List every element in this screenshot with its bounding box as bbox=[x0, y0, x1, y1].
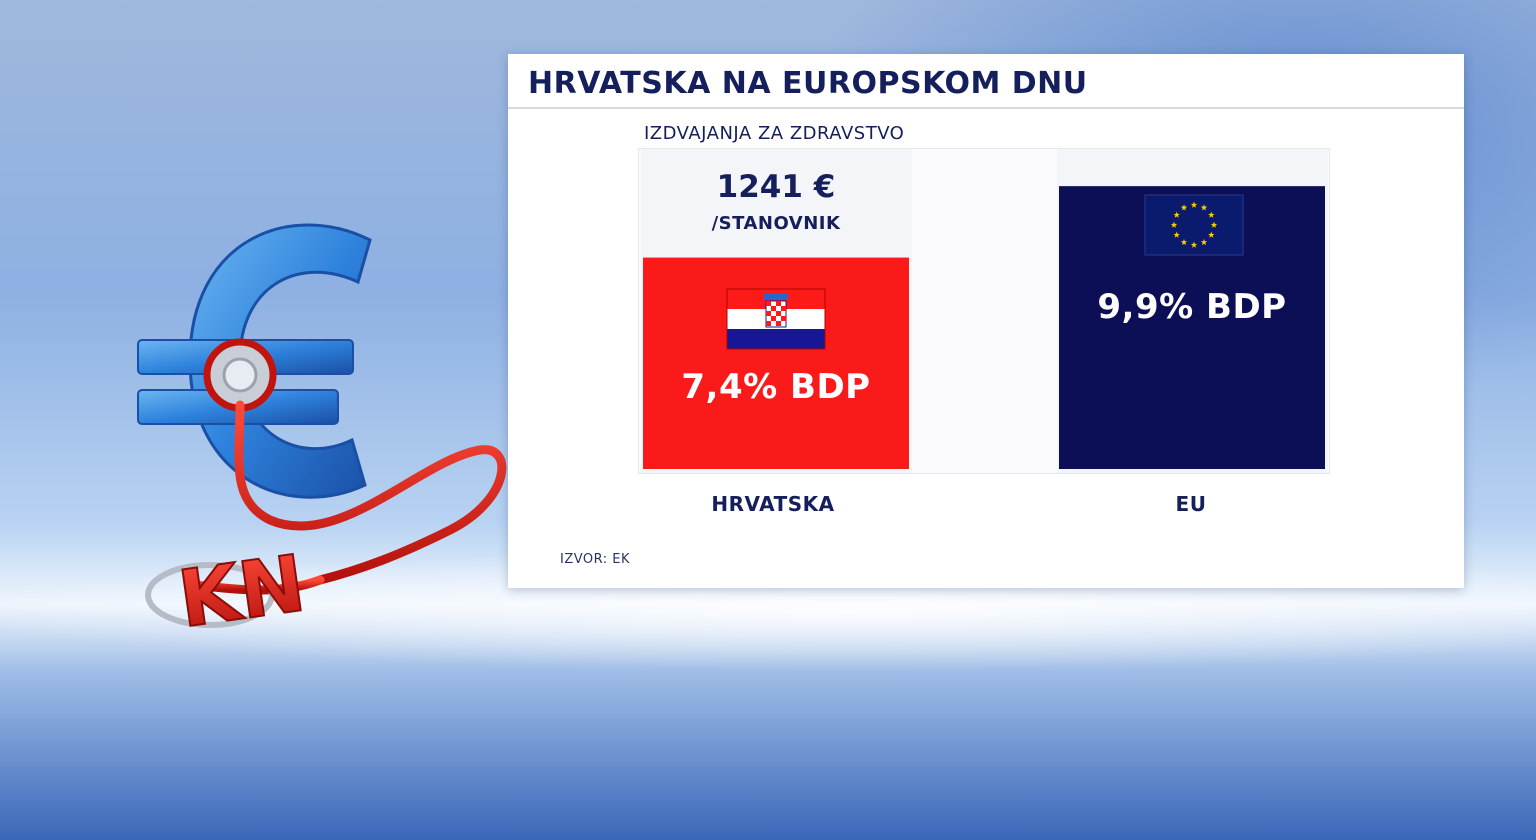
x-label-eu: EU bbox=[1175, 492, 1207, 516]
eu-flag-icon bbox=[1144, 194, 1244, 256]
source-note: IZVOR: EK bbox=[560, 552, 631, 567]
euro-symbol bbox=[188, 223, 372, 499]
eu-star bbox=[1173, 211, 1180, 218]
bar-value-label-hrvatska: 7,4% BDP bbox=[681, 367, 871, 407]
eu-star bbox=[1170, 221, 1178, 228]
x-label-hrvatska: HRVATSKA bbox=[711, 492, 835, 516]
croatia-flag-icon bbox=[726, 288, 826, 350]
per-capita-unit: /STANOVNIK bbox=[711, 213, 841, 234]
plot-area: 1241 € /STANOVNIK bbox=[638, 148, 1330, 474]
euro-stethoscope-illustration: KN bbox=[137, 223, 507, 640]
kn-letters: KN bbox=[173, 539, 310, 640]
chart-title: HRVATSKA NA EUROPSKOM DNU bbox=[528, 66, 1088, 101]
per-capita-value: 1241 € bbox=[716, 169, 836, 205]
chart-subtitle: IZDVAJANJA ZA ZDRAVSTVO bbox=[644, 123, 905, 144]
bars-layer bbox=[643, 186, 1325, 469]
eu-star bbox=[1200, 238, 1208, 246]
eu-star bbox=[1190, 201, 1198, 208]
eu-star bbox=[1208, 231, 1215, 238]
eu-star bbox=[1180, 238, 1188, 246]
eu-star bbox=[1200, 204, 1208, 211]
chart-panel: HRVATSKA NA EUROPSKOM DNU IZDVAJANJA ZA … bbox=[508, 54, 1464, 588]
eu-star bbox=[1190, 241, 1198, 248]
eu-star bbox=[1173, 231, 1180, 238]
eu-star bbox=[1180, 204, 1188, 211]
bar-value-label-eu: 9,9% BDP bbox=[1097, 287, 1287, 327]
eu-star bbox=[1208, 211, 1215, 218]
eu-star bbox=[1210, 221, 1218, 228]
title-divider bbox=[508, 107, 1464, 109]
